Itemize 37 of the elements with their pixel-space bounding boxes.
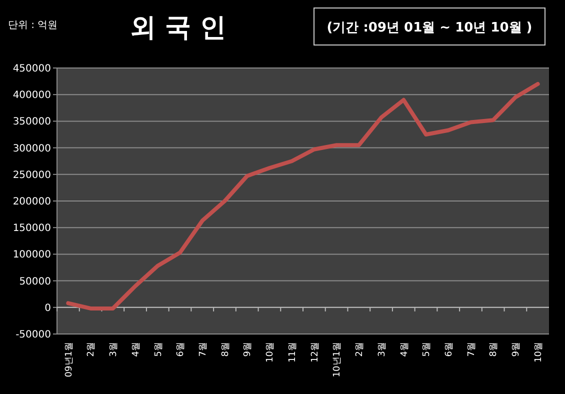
x-tick-label: 7월: [198, 342, 209, 357]
x-tick-label: 4월: [131, 342, 142, 357]
line-series: [66, 82, 540, 310]
x-tick-label: 09년1월: [64, 342, 74, 378]
y-tick-label: 50000: [19, 276, 51, 288]
x-tick-label: 6월: [176, 342, 186, 357]
y-tick-label: 450000: [12, 64, 51, 74]
x-tick-label: 5월: [154, 342, 164, 357]
x-tick-label: 8월: [489, 342, 500, 357]
x-tick-label: 6월: [444, 342, 455, 357]
x-tick-label: 4월: [400, 342, 410, 357]
chart-subtitle: (기간 :09년 01월 ~ 10년 10월 ): [326, 20, 532, 36]
x-tick-label: 2월: [86, 342, 97, 357]
x-tick-label: 10년1월: [332, 342, 343, 378]
y-tick-label: 350000: [12, 116, 51, 128]
x-tick-label: 3월: [109, 342, 120, 357]
x-tick-label: 9월: [243, 342, 254, 357]
y-tick-label: 250000: [12, 170, 51, 181]
x-tick-label: 5월: [422, 342, 432, 357]
y-tick-label: 0: [44, 302, 51, 314]
x-tick-label: 7월: [466, 342, 477, 357]
y-tick-label: 100000: [12, 250, 51, 261]
y-tick-label: 150000: [12, 223, 51, 234]
x-tick-label: 12월: [310, 342, 320, 362]
y-tick-label: 400000: [12, 90, 51, 102]
x-tick-label: 2월: [355, 342, 366, 357]
text: 단위 : 억원: [8, 20, 58, 31]
x-tick-label: 10월: [534, 342, 544, 362]
chart-title: 외 국 인: [130, 13, 226, 43]
x-tick-label: 3월: [377, 342, 388, 357]
x-tick-label: 8월: [220, 342, 231, 357]
y-tick-label: 300000: [12, 143, 51, 154]
x-tick-label: 11월: [288, 342, 298, 362]
y-tick-label: -50000: [16, 330, 51, 340]
x-tick-label: 9월: [512, 342, 522, 357]
x-tick-label: 10월: [266, 342, 276, 362]
y-tick-label: 200000: [12, 196, 51, 208]
